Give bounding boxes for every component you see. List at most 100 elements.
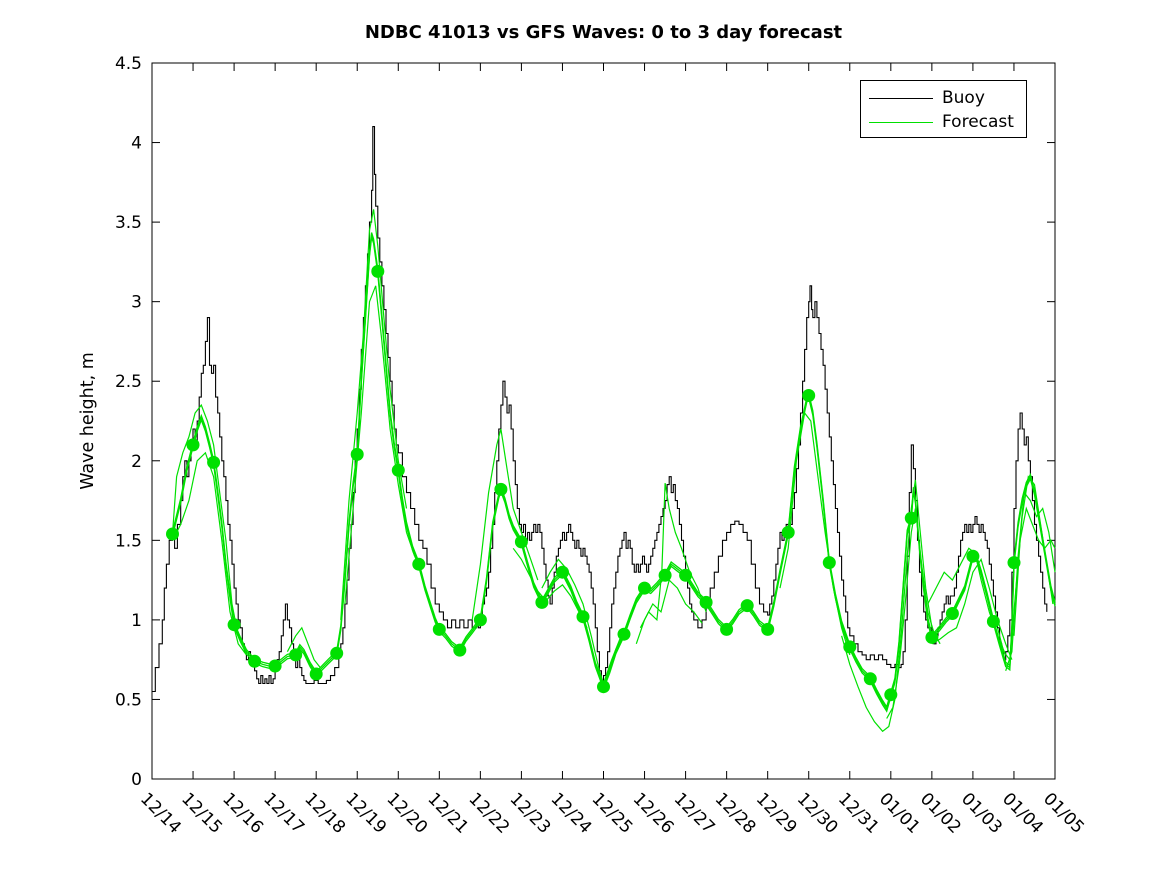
forecast-strand-line [1013, 506, 1056, 636]
x-tick-label: 12/16 [218, 789, 267, 838]
x-tick-label: 12/15 [177, 789, 226, 838]
forecast-marker-dot [986, 615, 1000, 628]
forecast-marker-dot [268, 659, 282, 673]
x-tick-label: 12/30 [793, 789, 842, 838]
forecast-marker-dot [227, 618, 241, 632]
forecast-marker-dot [761, 622, 775, 636]
y-tick-label: 0 [131, 770, 142, 790]
y-tick-label: 4.5 [115, 54, 142, 74]
forecast-marker-dot [884, 688, 898, 702]
forecast-marker-dot [904, 511, 918, 525]
forecast-marker-dot [289, 648, 303, 662]
x-tick-label: 12/19 [341, 789, 390, 838]
x-tick-label: 01/04 [998, 789, 1047, 838]
forecast-strand-line [1005, 491, 1056, 671]
x-tick-label: 12/22 [465, 789, 514, 838]
forecast-marker-dot [412, 557, 426, 571]
y-tick-label: 1 [131, 611, 142, 631]
forecast-marker-dot [863, 672, 877, 686]
forecast-strand-line [171, 403, 239, 636]
y-tick-label: 3.5 [115, 213, 142, 233]
forecast-marker-dot [925, 630, 939, 644]
legend-label-forecast: Forecast [942, 112, 1014, 132]
x-tick-label: 01/02 [916, 789, 965, 838]
x-tick-label: 12/28 [711, 789, 760, 838]
forecast-marker-dot [781, 525, 795, 539]
forecast-marker-dot [248, 654, 262, 668]
forecast-marker-dot [822, 556, 836, 570]
forecast-strand-line [779, 411, 851, 656]
forecast-strand-line [931, 557, 1013, 660]
legend-item-forecast: Forecast [861, 110, 1026, 134]
forecast-marker-dot [186, 438, 200, 452]
x-tick-label: 01/03 [957, 789, 1006, 838]
forecast-marker-dot [617, 627, 631, 641]
x-tick-label: 12/31 [834, 789, 883, 838]
forecast-marker-dot [473, 613, 487, 627]
forecast-marker-dot [843, 640, 857, 654]
forecast-marker-dot [391, 463, 405, 477]
x-tick-label: 01/05 [1039, 789, 1088, 838]
forecast-strand-line [286, 626, 321, 668]
x-tick-label: 12/21 [423, 789, 472, 838]
forecast-strand-line [512, 547, 588, 629]
forecast-marker-dot [371, 264, 385, 278]
forecast-marker-dot [699, 595, 713, 609]
x-tick-label: 12/29 [752, 789, 801, 838]
forecast-marker-dot [556, 565, 569, 579]
forecast-marker-dot [535, 595, 549, 609]
x-tick-label: 12/18 [300, 789, 349, 838]
forecast-strand-line [996, 475, 1054, 662]
forecast-marker-dot [576, 610, 590, 624]
forecast-marker-dot [597, 680, 610, 694]
forecast-marker-dot [494, 482, 508, 496]
forecast-strand-line [886, 508, 941, 719]
x-tick-label: 12/27 [670, 789, 719, 838]
y-tick-label: 2.5 [115, 372, 142, 392]
forecast-marker-dot [1007, 556, 1021, 570]
legend: Buoy Forecast [860, 80, 1027, 138]
chart-title: NDBC 41013 vs GFS Waves: 0 to 3 day fore… [364, 22, 843, 43]
x-tick-label: 12/25 [588, 789, 637, 838]
forecast-line-swatch [869, 121, 933, 123]
forecast-marker-dot [330, 646, 344, 660]
legend-label-buoy: Buoy [942, 88, 985, 108]
forecast-marker-dot [802, 389, 816, 402]
x-tick-label: 12/14 [136, 789, 185, 838]
forecast-marker-dot [309, 667, 323, 681]
y-tick-label: 3 [131, 293, 142, 313]
forecast-marker-dot [966, 549, 980, 563]
y-tick-label: 0.5 [115, 690, 142, 710]
forecast-marker-dot [432, 622, 446, 636]
forecast-marker-dot [453, 643, 467, 657]
y-tick-label: 1.5 [115, 531, 142, 551]
x-tick-label: 12/26 [629, 789, 678, 838]
forecast-marker-dot [166, 527, 179, 541]
forecast-strand-line [541, 558, 621, 686]
axes-box [151, 62, 1056, 780]
forecast-strand-line [471, 428, 539, 620]
x-tick-label: 12/24 [547, 789, 596, 838]
y-tick-label: 2 [131, 452, 142, 472]
legend-item-buoy: Buoy [861, 86, 1026, 110]
forecast-strand-line [639, 483, 707, 629]
forecast-bundle-line [171, 236, 1056, 713]
forecast-marker-dot [679, 568, 693, 582]
x-tick-label: 01/01 [875, 789, 924, 838]
buoy-line [152, 126, 1048, 693]
forecast-bundle-line [171, 234, 1056, 711]
forecast-marker-dot [945, 607, 959, 620]
y-tick-label: 4 [131, 134, 142, 154]
forecast-marker-dot [720, 622, 734, 636]
forecast-marker-dot [658, 568, 672, 582]
forecast-marker-dot [514, 535, 528, 549]
forecast-marker-dot [350, 447, 364, 461]
forecast-strand-line [344, 285, 416, 605]
forecast-marker-dot [207, 455, 221, 469]
buoy-line-swatch [869, 97, 933, 99]
forecast-marker-dot [740, 599, 754, 613]
x-tick-label: 12/17 [259, 789, 308, 838]
x-tick-label: 12/20 [382, 789, 431, 838]
